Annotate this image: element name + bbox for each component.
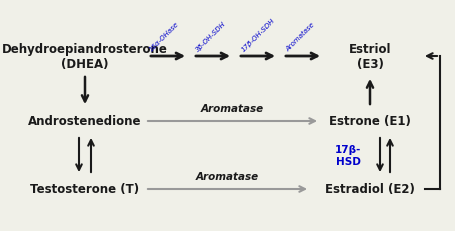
Text: Estradiol (E2): Estradiol (E2) <box>324 183 414 196</box>
Text: Testosterone (T): Testosterone (T) <box>30 183 139 196</box>
Text: Estrone (E1): Estrone (E1) <box>329 115 410 128</box>
Text: Aromatase: Aromatase <box>284 22 315 53</box>
Text: Dehydroepiandrosterone
(DHEA): Dehydroepiandrosterone (DHEA) <box>2 43 167 71</box>
Text: 17β-OH-SDH: 17β-OH-SDH <box>239 17 275 53</box>
Text: Aromatase: Aromatase <box>196 171 258 181</box>
Text: 3β-OH-SDH: 3β-OH-SDH <box>195 21 227 53</box>
Text: Estriol
(E3): Estriol (E3) <box>348 43 390 71</box>
Text: 17β-
HSD: 17β- HSD <box>334 145 360 166</box>
Text: Androstenedione: Androstenedione <box>28 115 142 128</box>
Text: Aromatase: Aromatase <box>201 103 263 113</box>
Text: 16α-OHase: 16α-OHase <box>148 21 179 53</box>
